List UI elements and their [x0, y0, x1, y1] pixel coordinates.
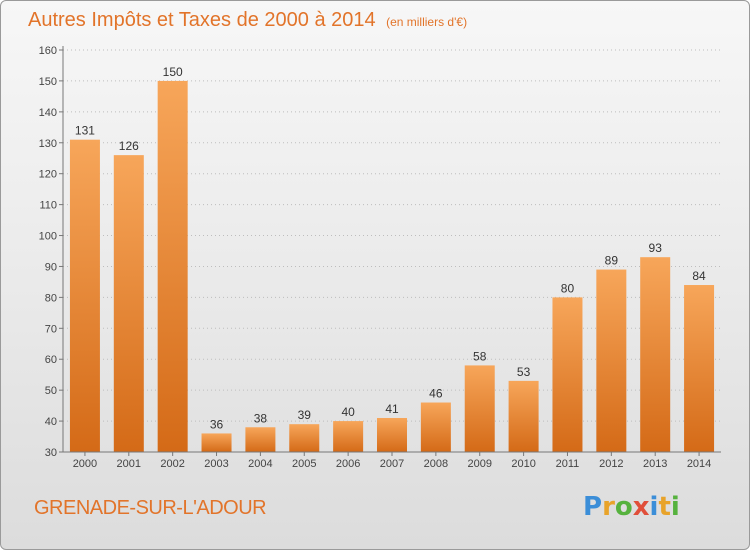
y-tick-label: 40: [45, 416, 57, 428]
y-tick-label: 150: [39, 76, 57, 88]
x-tick-label-2006: 2006: [336, 458, 360, 470]
bar-2013: [640, 257, 671, 452]
y-tick-label: 90: [45, 261, 57, 273]
value-label-2012: 89: [605, 254, 619, 268]
logo-letter: r: [602, 492, 615, 522]
bar-2001: [113, 155, 144, 452]
logo-letter: x: [632, 492, 650, 522]
x-tick-label-2002: 2002: [160, 458, 184, 470]
y-tick-label: 160: [39, 45, 57, 57]
value-label-2009: 58: [473, 349, 487, 363]
bar-2004: [245, 427, 276, 452]
bar-2014: [684, 285, 715, 452]
bar-2005: [289, 424, 320, 452]
value-label-2011: 80: [561, 281, 575, 295]
x-tick-label-2007: 2007: [380, 458, 404, 470]
logo-letter: t: [658, 492, 671, 522]
chart-unit: (en milliers d'€): [386, 15, 468, 29]
x-tick-label-2014: 2014: [687, 458, 711, 470]
bar-2008: [420, 402, 451, 452]
value-label-2008: 46: [429, 387, 443, 401]
x-tick-label-2011: 2011: [556, 458, 580, 470]
bar-2007: [377, 417, 407, 452]
bars: [69, 80, 715, 452]
value-label-2001: 126: [119, 139, 139, 153]
bar-2000: [69, 139, 100, 452]
y-tick-label: 130: [39, 138, 57, 150]
y-tick-label: 30: [45, 447, 57, 459]
bar-2009: [464, 365, 495, 452]
value-label-2005: 39: [298, 408, 312, 422]
city-name: GRENADE-SUR-L'ADOUR: [34, 497, 267, 519]
x-tick-label-2012: 2012: [599, 458, 623, 470]
value-label-2000: 131: [75, 124, 95, 138]
logo-letter: o: [614, 492, 633, 522]
bar-2012: [596, 269, 627, 452]
x-tick-label-2005: 2005: [292, 458, 316, 470]
value-label-2013: 93: [649, 241, 663, 255]
y-tick-label: 140: [39, 107, 57, 119]
value-label-2004: 38: [254, 411, 268, 425]
proxiti-logo: Proxiti: [583, 492, 680, 522]
logo-letter: i: [649, 492, 659, 522]
title-row: Autres Impôts et Taxes de 2000 à 2014 (e…: [28, 9, 467, 32]
y-tick-label: 70: [45, 323, 57, 335]
y-tick-label: 60: [45, 354, 57, 366]
y-tick-label: 50: [45, 385, 57, 397]
x-tick-label-2010: 2010: [511, 458, 535, 470]
logo-letter: P: [583, 492, 603, 522]
bar-2002: [157, 80, 188, 452]
x-tick-label-2000: 2000: [73, 458, 97, 470]
x-tick-label-2013: 2013: [643, 458, 667, 470]
value-label-2002: 150: [163, 65, 183, 79]
y-tick-label: 80: [45, 292, 57, 304]
x-tick-label-2003: 2003: [204, 458, 228, 470]
value-label-2006: 40: [341, 405, 355, 419]
x-tick-label-2009: 2009: [467, 458, 491, 470]
y-tick-label: 110: [39, 200, 57, 212]
chart-title: Autres Impôts et Taxes de 2000 à 2014: [28, 9, 376, 31]
y-tick-label: 100: [39, 231, 57, 243]
labels: 131 126 150 36 38 39 40 41 46 58 53 80 89 93 84: [75, 65, 706, 432]
x-tick-label-2008: 2008: [424, 458, 448, 470]
bar-2011: [552, 297, 583, 452]
y-tick-label: 120: [39, 169, 57, 181]
value-label-2014: 84: [692, 269, 706, 283]
bar-2006: [333, 421, 364, 452]
x-tick-label-2004: 2004: [248, 458, 272, 470]
value-label-2007: 41: [385, 402, 399, 416]
x-tick-label-2001: 2001: [117, 458, 141, 470]
value-label-2010: 53: [517, 365, 531, 379]
bar-2010: [508, 380, 539, 452]
value-label-2003: 36: [210, 417, 224, 431]
axes: 30 40 50 60 70 80 90 100 110 120 130 140 150 160 2000 2…: [39, 45, 721, 470]
bar-2003: [201, 433, 232, 452]
logo-letter: i: [670, 492, 680, 522]
